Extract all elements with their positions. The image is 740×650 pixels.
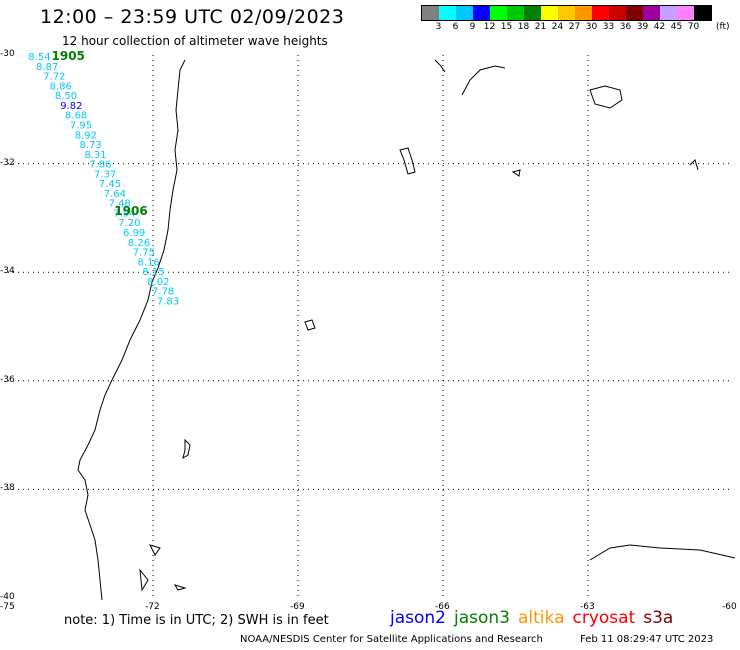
wave-height-value: 8.02 (147, 277, 169, 288)
island-mocha (304, 319, 316, 331)
satellite-name: cryosat (572, 608, 636, 628)
wave-height-value: 7.72 (43, 72, 65, 83)
legend-swatch (439, 6, 456, 20)
wave-height-value: 8.86 (50, 81, 72, 92)
lon-axis-label: -75 (0, 602, 15, 612)
page-subtitle: 12 hour collection of altimeter wave hei… (62, 34, 328, 48)
wave-height-value: 8.54 (28, 52, 50, 63)
legend-tick-label: 42 (653, 22, 666, 32)
wave-height-value: 8.16 (138, 257, 160, 268)
wave-height-value: 8.68 (65, 111, 87, 122)
wave-height-value: 7.78 (152, 287, 174, 298)
legend-tick-labels: 3 6 9 12 15 18 21 24 27 30 33 36 39 42 45 70 (421, 22, 740, 34)
lat-axis-label: -38 (0, 483, 15, 494)
lat-axis-label: -30 (0, 49, 15, 59)
lon-axis-label: -60 (722, 602, 737, 612)
legend-swatch (592, 6, 609, 20)
lon-axis-label: -72 (145, 602, 160, 612)
wave-height-value: 7.48 (109, 199, 131, 210)
legend-tick-label: 6 (452, 22, 459, 32)
legend-unit: (ft) (716, 22, 730, 32)
wave-height-value: 8.92 (75, 130, 97, 141)
legend-swatch (507, 6, 524, 20)
legend-tick-label: 70 (687, 22, 700, 32)
legend-swatch (626, 6, 643, 20)
wave-height-value: 8.87 (36, 62, 58, 73)
page-title: 12:00 – 23:59 UTC 02/09/2023 (40, 6, 345, 28)
satellite-name: jason3 (454, 608, 510, 628)
wave-height-value: 7.20 (118, 218, 140, 229)
legend-swatch (643, 6, 660, 20)
note-text: note: 1) Time is in UTC; 2) SWH is in fe… (64, 613, 329, 628)
lon-axis-label: -63 (580, 602, 595, 612)
wave-height-value: 8.50 (55, 91, 77, 102)
wave-height-value: 7.95 (70, 121, 92, 132)
satellite-name: altika (518, 608, 565, 628)
lat-axis-label: -40 (0, 592, 15, 602)
east-coast-south (589, 544, 736, 561)
legend-tick-label: 21 (534, 22, 547, 32)
pass-time-label: 1906 (114, 204, 147, 218)
legend-tick-label: 3 (435, 22, 442, 32)
island-tristan-a (399, 147, 416, 175)
legend-tick-label: 12 (483, 22, 496, 32)
island-falklands-left (182, 438, 191, 460)
lat-axis-label: -32 (0, 157, 15, 168)
wave-height-value: 8.73 (80, 140, 102, 151)
legend-tick-label: 24 (551, 22, 564, 32)
legend-tick-label: 45 (670, 22, 683, 32)
lat-axis-label: -36 (0, 374, 15, 385)
chile-coastline (77, 59, 186, 601)
wave-height-value: 7.75 (133, 248, 155, 259)
credit-text: NOAA/NESDIS Center for Satellite Applica… (240, 634, 543, 645)
legend-swatch (575, 6, 592, 20)
wave-height-value: 7.94 (113, 208, 135, 219)
wave-height-value: 7.86 (89, 160, 111, 171)
wave-height-value: 7.64 (104, 189, 126, 200)
island-chiloe (139, 544, 187, 592)
color-legend (421, 5, 712, 21)
wave-height-value: 7.37 (94, 169, 116, 180)
wave-height-value: 8.31 (84, 150, 106, 161)
map-grid (8, 55, 733, 598)
legend-swatch (456, 6, 473, 20)
east-coast-north (434, 59, 699, 171)
legend-swatch (541, 6, 558, 20)
satellite-name: s3a (643, 608, 674, 628)
satellite-name: jason2 (390, 608, 446, 628)
wave-height-value: 8.26 (128, 238, 150, 249)
island-tristan-b (511, 169, 521, 177)
legend-swatch (490, 6, 507, 20)
lat-axis-label: -34 (0, 266, 15, 277)
legend-tick-label: 30 (585, 22, 598, 32)
legend-swatch (473, 6, 490, 20)
legend-tick-label: 36 (619, 22, 632, 32)
wave-height-value: 7.83 (157, 296, 179, 307)
legend-tick-label: 15 (500, 22, 513, 32)
legend-swatch (694, 6, 711, 20)
legend-tick-label: 9 (469, 22, 476, 32)
wave-height-value: 7.45 (99, 179, 121, 190)
lon-axis-label: -66 (435, 602, 450, 612)
wave-height-value: 8.15 (142, 267, 164, 278)
wave-height-value: 6.99 (123, 228, 145, 239)
legend-swatch (609, 6, 626, 20)
legend-swatch (558, 6, 575, 20)
pass-time-label: 1905 (52, 49, 85, 63)
legend-swatch (422, 6, 439, 20)
lon-axis-label: -69 (290, 602, 305, 612)
coastline (77, 59, 736, 601)
wave-height-value: 9.82 (60, 101, 82, 112)
legend-swatch (524, 6, 541, 20)
legend-tick-label: 39 (636, 22, 649, 32)
legend-tick-label: 27 (568, 22, 581, 32)
legend-swatch (660, 6, 677, 20)
track-labels: 8.548.877.728.868.509.828.687.958.928.73… (28, 49, 179, 307)
legend-tick-label: 33 (602, 22, 615, 32)
legend-tick-label: 18 (517, 22, 530, 32)
legend-swatch (677, 6, 694, 20)
satellite-legend: jason2 jason3 altika cryosat s3a (390, 608, 681, 628)
timestamp-text: Feb 11 08:29:47 UTC 2023 (580, 634, 714, 645)
